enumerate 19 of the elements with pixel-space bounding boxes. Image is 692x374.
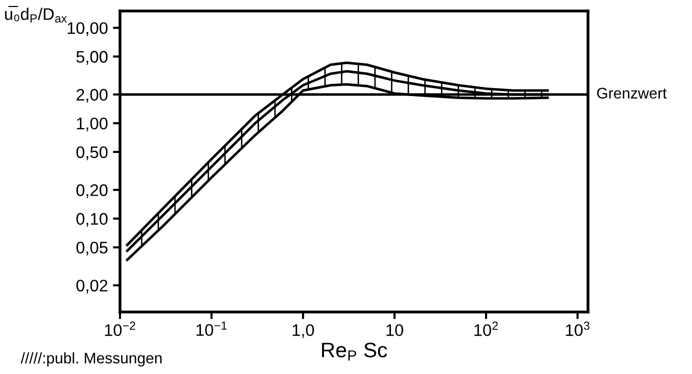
y-tick-label: 0,20 xyxy=(76,184,108,198)
y-tick-label: 0,05 xyxy=(76,242,108,256)
y-tick-label: 5,00 xyxy=(76,50,108,65)
ref-line-label: Grenzwert xyxy=(597,88,667,99)
x-tick-label: 10$^{−1}$ xyxy=(196,322,227,336)
y-tick-label: 0,50 xyxy=(76,146,108,160)
y-tick-label: 0,10 xyxy=(76,213,108,227)
y-tick-label: 0,02 xyxy=(76,280,108,294)
x-tick-label: 1,0 xyxy=(292,324,314,338)
y-tick-label: 2,00 xyxy=(76,88,108,103)
x-tick-label: 10 xyxy=(386,324,404,336)
x-axis-title: Re$_{P}$ Sc xyxy=(322,342,388,360)
y-axis-title: u̅₀d$_{P}$/D$_{ax}$ xyxy=(5,6,67,23)
x-tick-label: 10$^{2}$ xyxy=(474,322,498,336)
x-tick-label: 10$^{3}$ xyxy=(566,322,590,336)
text: /////:publ. Messungen xyxy=(20,352,162,367)
y-tick-label: 1,00 xyxy=(77,118,108,132)
x-tick-label: 10$^{−2}$ xyxy=(105,322,136,336)
y-tick-label: 10,00 xyxy=(68,22,108,36)
